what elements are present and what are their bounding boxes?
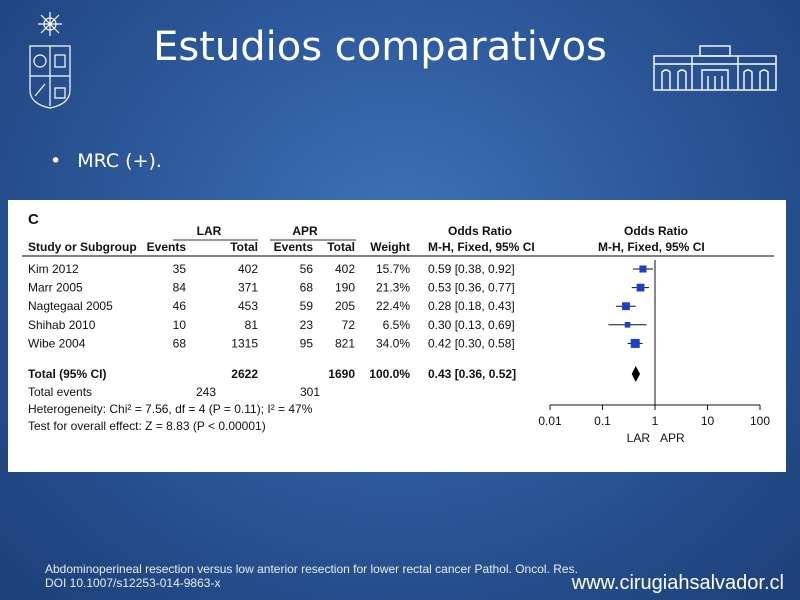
- university-seal-icon: [29, 12, 71, 109]
- header-apr: APR: [292, 224, 318, 238]
- point-estimate: [636, 283, 645, 292]
- apr-events-cell: 59: [300, 299, 314, 313]
- ci-cell: 0.30 [0.13, 0.69]: [428, 318, 515, 332]
- col-header-apr-total: Total: [327, 240, 355, 254]
- apr-total-cell: 402: [335, 262, 355, 276]
- col-header-ci: M-H, Fixed, 95% CI: [428, 240, 535, 254]
- favours-apr-label: APR: [660, 431, 685, 445]
- apr-events-cell: 23: [300, 318, 314, 332]
- lar-events-cell: 84: [173, 281, 187, 295]
- ci-cell: 0.42 [0.30, 0.58]: [428, 336, 515, 350]
- col-header-apr-events: Events: [274, 240, 314, 254]
- website-link[interactable]: www.cirugiahsalvador.cl: [571, 572, 784, 594]
- weight-cell: 22.4%: [376, 299, 410, 313]
- citation: Abdominoperineal resection versus low an…: [45, 562, 578, 590]
- col-header-weight: Weight: [370, 240, 410, 254]
- header-or-text: Odds Ratio: [448, 224, 512, 238]
- total-events-label: Total events: [28, 385, 92, 399]
- weight-cell: 34.0%: [376, 336, 410, 350]
- point-estimate: [630, 338, 640, 348]
- forest-plot: C LAR APR Odds Ratio Odds Ratio Study or Subg…: [22, 211, 774, 445]
- lar-total-cell: 402: [238, 262, 258, 276]
- citation-line-2: DOI 10.1007/s12253-014-9863-x: [45, 576, 221, 590]
- lar-total-cell: 453: [238, 299, 258, 313]
- total-lar-total: 2622: [231, 367, 258, 381]
- weight-cell: 6.5%: [383, 318, 411, 332]
- total-apr-total: 1690: [328, 367, 355, 381]
- apr-total-cell: 205: [335, 299, 355, 313]
- ci-cell: 0.53 [0.36, 0.77]: [428, 281, 515, 295]
- x-tick-label: 0.01: [538, 414, 562, 428]
- header-or-graph: Odds Ratio: [624, 224, 688, 238]
- ci-cell: 0.28 [0.18, 0.43]: [428, 299, 515, 313]
- total-ci: 0.43 [0.36, 0.52]: [428, 367, 516, 381]
- study-name: Wibe 2004: [28, 336, 86, 350]
- header-lar: LAR: [197, 224, 222, 238]
- slide-title: Estudios comparativos: [153, 24, 607, 70]
- study-name: Nagtegaal 2005: [28, 299, 113, 313]
- lar-total-cell: 371: [238, 281, 258, 295]
- lar-events-cell: 10: [173, 318, 187, 332]
- col-header-lar-events: Events: [147, 240, 187, 254]
- lar-events-cell: 35: [173, 262, 187, 276]
- study-name: Kim 2012: [28, 262, 79, 276]
- bullet-item: • MRC (+).: [50, 150, 162, 172]
- study-name: Marr 2005: [28, 281, 83, 295]
- study-name: Shihab 2010: [28, 318, 96, 332]
- x-tick-label: 100: [750, 414, 770, 428]
- favours-lar-label: LAR: [627, 431, 651, 445]
- apr-events-cell: 95: [300, 336, 314, 350]
- point-estimate: [639, 265, 647, 273]
- point-estimate: [622, 302, 630, 311]
- heterogeneity-text: Heterogeneity: Chi² = 7.56, df = 4 (P = …: [28, 402, 313, 416]
- x-tick-label: 1: [652, 414, 659, 428]
- apr-events-cell: 68: [300, 281, 314, 295]
- col-header-lar-total: Total: [230, 240, 258, 254]
- x-tick-label: 0.1: [594, 414, 611, 428]
- lar-total-cell: 1315: [231, 336, 258, 350]
- citation-line-1: Abdominoperineal resection versus low an…: [45, 562, 578, 576]
- total-events-apr: 301: [300, 385, 320, 399]
- col-header-study: Study or Subgroup: [28, 240, 137, 254]
- apr-total-cell: 190: [335, 281, 355, 295]
- lar-events-cell: 46: [173, 299, 187, 313]
- x-tick-label: 10: [701, 414, 715, 428]
- col-header-ci-graph: M-H, Fixed, 95% CI: [598, 240, 705, 254]
- apr-total-cell: 821: [335, 336, 355, 350]
- bullet-text: MRC (+).: [77, 150, 162, 172]
- lar-events-cell: 68: [173, 336, 187, 350]
- total-label: Total (95% CI): [28, 367, 106, 381]
- point-estimate: [624, 321, 631, 328]
- weight-cell: 15.7%: [376, 262, 410, 276]
- apr-events-cell: 56: [300, 262, 314, 276]
- forest-plot-panel: C LAR APR Odds Ratio Odds Ratio Study or Subg…: [8, 200, 786, 472]
- lar-total-cell: 81: [245, 318, 259, 332]
- bullet-icon: •: [50, 150, 62, 172]
- total-weight: 100.0%: [369, 367, 410, 381]
- total-events-lar: 243: [196, 385, 216, 399]
- panel-label: C: [28, 211, 39, 228]
- pooled-diamond: [631, 366, 641, 382]
- overall-effect-text: Test for overall effect: Z = 8.83 (P < 0…: [28, 419, 266, 433]
- ci-cell: 0.59 [0.38, 0.92]: [428, 262, 515, 276]
- university-building-icon: [653, 45, 777, 91]
- apr-total-cell: 72: [342, 318, 356, 332]
- weight-cell: 21.3%: [376, 281, 410, 295]
